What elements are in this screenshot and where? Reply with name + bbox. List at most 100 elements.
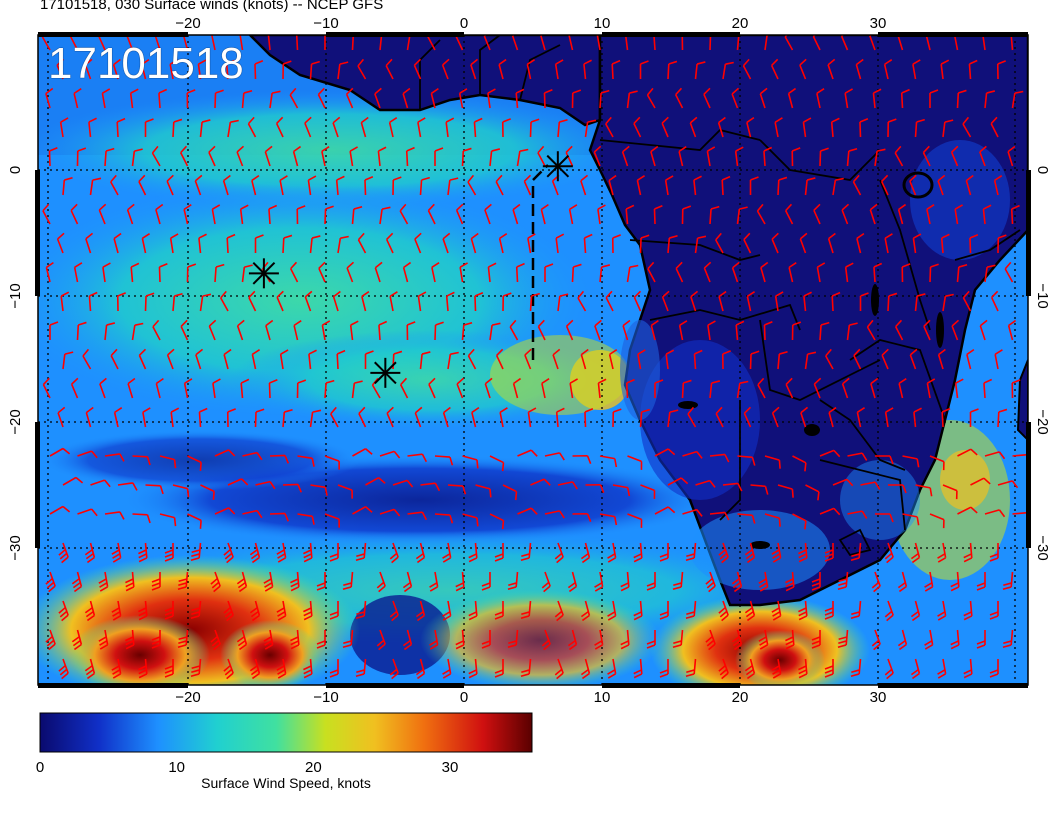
wind-barb [489,455,505,472]
wind-barb [211,204,221,225]
asterisk-marker [248,258,279,289]
wind-barb [687,406,697,428]
wind-barb [709,511,730,521]
wind-barb [194,174,203,196]
wind-barb [565,145,574,167]
wind-barb [984,264,996,283]
wind-barb [73,262,83,283]
wind-barb [462,455,479,469]
wind-barb [580,348,589,370]
wind-barb [355,658,367,678]
wind-barb [599,89,610,109]
wind-barb [784,203,794,225]
wind-barb [214,89,224,109]
wind-barb [731,571,743,593]
wind-barb [837,571,849,591]
wind-barb [407,511,428,521]
wind-barb [187,513,202,529]
wind-barb [406,321,416,341]
markers-layer [248,151,573,388]
wind-barb [709,35,719,51]
wind-barb [415,600,426,622]
wind-barb [289,87,299,109]
wind-barb [990,290,999,312]
wind-barb [585,483,605,493]
wind-barb [722,482,743,492]
wind-barb [639,60,649,79]
wind-barb [152,319,161,341]
wind-barb [599,264,611,283]
wind-barb [263,571,274,592]
colorbar-tick-label: 10 [168,759,185,776]
wind-barb [524,348,532,370]
wind-barb [210,629,221,651]
wind-barb [324,35,328,50]
wind-barb [667,60,678,80]
wind-barb [487,88,496,109]
wind-barb [468,600,478,621]
wind-barb [468,542,478,563]
wind-barb [317,87,326,109]
wind-barb [813,203,821,225]
wind-barb [963,658,973,679]
wind-barb [269,90,281,109]
wind-barb [489,513,505,530]
wind-barb [764,513,781,527]
wind-barb [788,261,797,283]
wind-barb [750,484,769,495]
wind-barb [607,600,617,621]
wind-barb [236,629,248,651]
wind-barb [442,600,452,621]
wind-barb [187,455,202,471]
wind-barb [355,542,367,562]
wind-barbs [41,35,1028,680]
wind-barb [805,484,820,501]
wind-barb [126,203,135,225]
wind-barb [324,455,340,470]
wind-barb [626,264,639,283]
wind-barb [357,58,367,80]
wind-barb [984,509,1006,518]
wind-barb [358,406,367,428]
wind-barb [104,511,125,520]
wind-barb [856,407,866,428]
wind-barb [554,600,564,622]
wind-barb [523,174,532,196]
wind-barb [125,629,135,650]
wind-barb [596,35,606,51]
wind-barb [966,348,975,370]
wind-barb [554,658,564,680]
wind-barb [1012,511,1028,521]
wind-barb [568,204,578,225]
wind-barb [922,145,931,167]
wind-barb [249,658,261,680]
wind-barb [127,377,136,399]
wind-barb [685,658,697,678]
wind-barb [777,176,788,196]
wind-barb [376,629,386,651]
wind-barb [832,177,844,196]
wind-barb [405,146,415,167]
wind-barb [894,145,904,167]
wind-barb [736,35,748,51]
wind-barb [515,88,525,109]
wind-barb [62,351,74,370]
wind-barb [494,601,504,620]
wind-barb [332,116,341,138]
graticule [38,35,1028,685]
map-title: 17101518, 030 Surface winds (knots) -- N… [40,0,384,13]
wind-barb [515,262,525,283]
wind-barb [467,348,477,370]
wind-barb [544,452,565,461]
wind-barb [962,290,972,312]
wind-barb [529,292,540,312]
wind-barb [721,350,731,370]
wind-barb [887,292,898,312]
wind-barb [402,87,411,109]
wind-barb [399,203,409,225]
wind-barb [800,406,809,428]
wind-barb [584,407,594,428]
wind-barb [144,292,155,312]
wind-barb [734,146,744,167]
wind-barb [681,205,692,225]
